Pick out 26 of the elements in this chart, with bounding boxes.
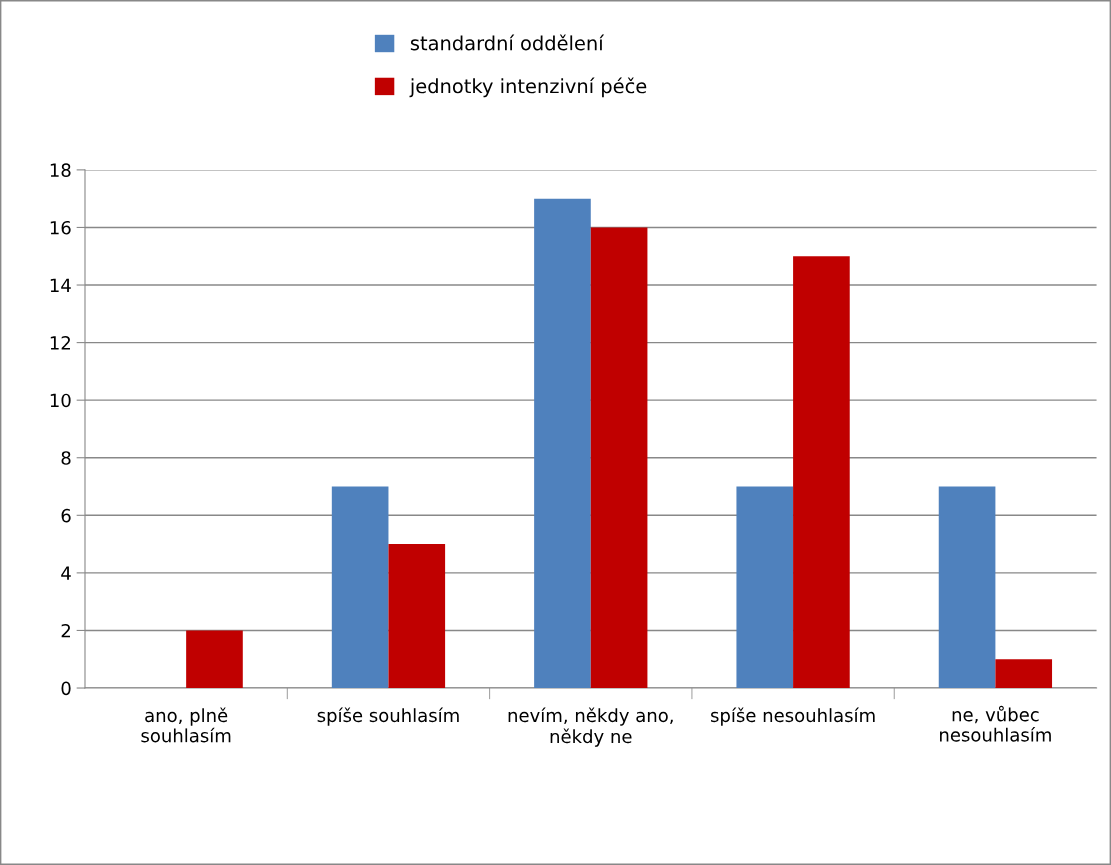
- y-tick-label: 8: [61, 451, 71, 465]
- y-tick-label: 0: [61, 681, 71, 696]
- y-tick-label: 16: [50, 220, 71, 235]
- legend-label: standardní oddělení: [410, 34, 605, 51]
- y-tick-label: 18: [50, 163, 71, 177]
- x-tick-label: ne, vůbec nesouhlasím: [940, 705, 1051, 742]
- y-tick-label: 14: [50, 278, 71, 292]
- x-tick-label: spíše souhlasím: [317, 707, 459, 726]
- bar: [995, 659, 1053, 689]
- x-tick-label: ano, plně souhlasím: [141, 707, 231, 743]
- y-tick-label: 6: [61, 508, 71, 523]
- x-tick-label: nevím, někdy ano, někdy ne: [508, 707, 673, 747]
- bar: [736, 486, 794, 689]
- bar: [590, 227, 648, 689]
- y-tick-label: 12: [50, 336, 70, 350]
- y-tick-label: 10: [50, 393, 71, 408]
- y-tick-label: 4: [61, 566, 71, 580]
- bar: [793, 256, 850, 689]
- x-tick-label: spíše nesouhlasím: [711, 707, 875, 726]
- bar: [388, 544, 446, 689]
- legend-label: jednotky intenzivní péče: [409, 77, 647, 98]
- bar: [186, 630, 243, 689]
- y-tick-label: 2: [61, 623, 70, 638]
- bar: [938, 486, 996, 689]
- bar: [534, 198, 591, 689]
- bar: [331, 486, 389, 689]
